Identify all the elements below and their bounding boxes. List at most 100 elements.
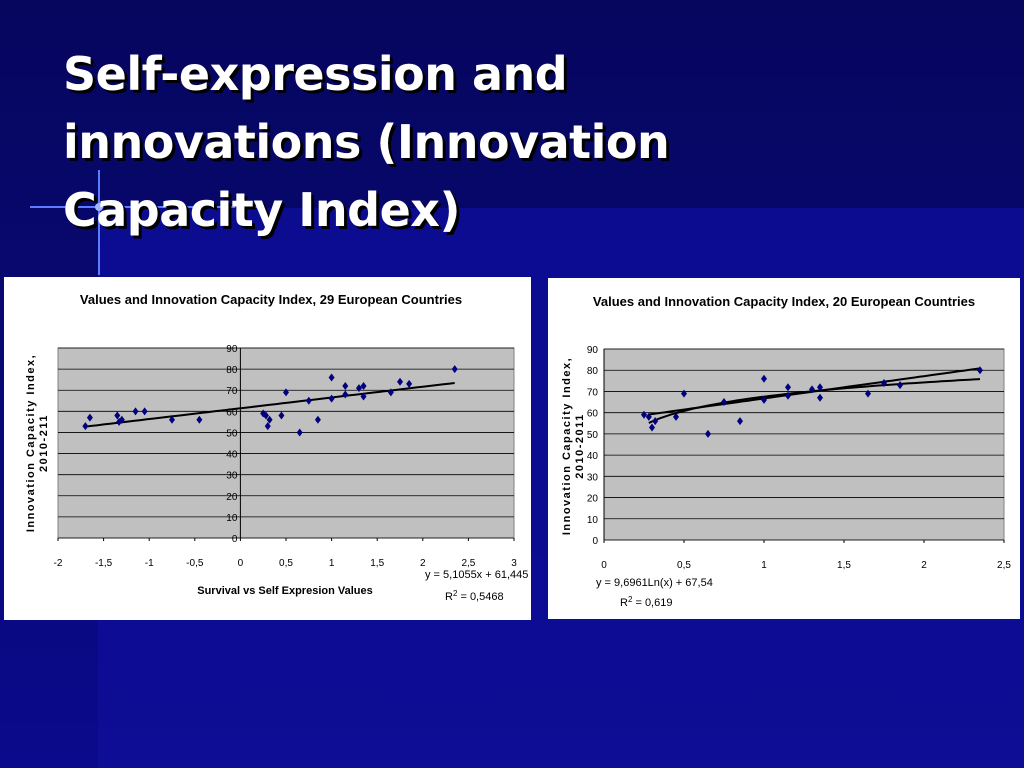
- x-tick-label: 0: [238, 558, 244, 569]
- chart-title: Values and Innovation Capacity Index, 29…: [80, 292, 462, 307]
- data-point: [809, 385, 815, 394]
- x-tick-label: 0,5: [279, 558, 293, 569]
- y-tick-label: 0: [592, 536, 598, 547]
- data-point: [278, 411, 285, 420]
- data-point: [132, 407, 139, 416]
- data-point: [360, 382, 367, 390]
- data-point: [360, 392, 367, 401]
- scatter-chart-20-countries: Values and Innovation Capacity Index, 20…: [561, 294, 1011, 609]
- y-tick-label: 80: [587, 366, 599, 377]
- data-point: [169, 415, 175, 424]
- y-tick-label: 70: [587, 387, 599, 398]
- data-point: [260, 409, 267, 418]
- title-line-1: Self-expression and: [63, 47, 568, 101]
- y-tick-label: 50: [587, 430, 599, 441]
- x-tick-label: 1: [329, 558, 335, 569]
- y-tick-label: 90: [587, 345, 599, 356]
- x-tick-label: 2,5: [997, 560, 1011, 571]
- data-point: [897, 381, 903, 390]
- x-tick-label: 1: [761, 560, 767, 571]
- data-point: [305, 396, 312, 405]
- y-tick-label: 80: [226, 365, 238, 376]
- data-point: [387, 388, 394, 397]
- chart-title: Values and Innovation Capacity Index, 20…: [593, 294, 975, 309]
- r-squared-label: R2 = 0,5468: [445, 589, 504, 603]
- y-tick-label: 10: [587, 515, 599, 526]
- data-point: [649, 423, 655, 432]
- scatter-chart-29-countries: Values and Innovation Capacity Index, 29…: [25, 292, 528, 603]
- data-point: [673, 412, 679, 421]
- data-point: [328, 373, 335, 382]
- data-point: [116, 417, 123, 426]
- data-point: [114, 411, 121, 420]
- data-point: [721, 398, 727, 407]
- data-point: [342, 382, 349, 390]
- title-line-2: innovations (Innovation: [63, 115, 670, 169]
- plot-area: [57, 347, 515, 539]
- data-point: [681, 389, 687, 398]
- data-point: [262, 411, 269, 420]
- y-tick-label: 30: [226, 471, 238, 482]
- y-axis-label: Innovation Capacity Index,: [561, 357, 573, 535]
- trendline-linear: [648, 367, 981, 416]
- data-point: [264, 422, 271, 431]
- data-point: [785, 383, 791, 392]
- data-point: [737, 417, 743, 426]
- data-point: [141, 407, 148, 416]
- slide-title: Self-expression and innovations (Innovat…: [63, 40, 823, 244]
- data-point: [406, 379, 413, 388]
- x-tick-label: -1,5: [95, 558, 113, 569]
- data-point: [283, 388, 289, 397]
- y-tick-label: 70: [226, 386, 238, 397]
- data-point: [977, 366, 983, 375]
- trend-equation: y = 9,6961Ln(x) + 67,54: [596, 577, 713, 589]
- data-point: [761, 374, 767, 383]
- data-point: [355, 384, 362, 393]
- x-axis-label: Survival vs Self Expresion Values: [197, 585, 372, 597]
- data-point: [761, 395, 767, 404]
- data-point: [328, 394, 335, 403]
- y-tick-label: 0: [232, 534, 238, 545]
- data-point: [82, 422, 89, 431]
- data-point: [342, 390, 349, 399]
- x-tick-label: 2,5: [461, 558, 475, 569]
- x-tick-label: 3: [511, 558, 517, 569]
- data-point: [86, 413, 93, 422]
- y-tick-label: 60: [226, 407, 238, 418]
- data-point: [645, 412, 652, 421]
- title-line-3: Capacity Index): [63, 183, 460, 237]
- data-point: [865, 389, 871, 398]
- bg-glow: [95, 203, 103, 211]
- data-point: [196, 415, 203, 424]
- r-squared-label: R2 = 0,619: [620, 595, 672, 609]
- x-tick-label: 0: [601, 560, 607, 571]
- x-tick-label: 0,5: [677, 560, 691, 571]
- y-tick-label: 60: [587, 409, 599, 420]
- data-point: [881, 378, 887, 387]
- x-tick-label: -0,5: [186, 558, 204, 569]
- x-tick-label: 2: [420, 558, 426, 569]
- data-point: [266, 415, 273, 424]
- y-tick-label: 30: [587, 472, 599, 483]
- trend-equation: y = 5,1055x + 61,445: [425, 569, 528, 581]
- data-point: [652, 417, 659, 426]
- data-point: [817, 383, 823, 392]
- data-point: [817, 393, 823, 402]
- y-axis-label: Innovation Capacity Index,: [25, 354, 37, 532]
- data-point: [705, 429, 711, 438]
- chart-panel-20-countries: Values and Innovation Capacity Index, 20…: [548, 278, 1020, 619]
- data-point: [397, 377, 403, 386]
- y-axis-label: 2010-2011: [574, 413, 586, 479]
- y-tick-label: 40: [587, 451, 599, 462]
- plot-area: [603, 348, 1005, 541]
- y-axis-label: 2010-211: [38, 414, 50, 472]
- data-point: [641, 410, 647, 419]
- x-tick-label: 1,5: [837, 560, 851, 571]
- data-point: [451, 365, 458, 374]
- data-point: [314, 415, 321, 424]
- chart-panel-29-countries: Values and Innovation Capacity Index, 29…: [4, 277, 531, 620]
- data-point: [785, 391, 791, 400]
- y-tick-label: 90: [226, 344, 238, 355]
- y-tick-label: 40: [226, 450, 238, 461]
- x-tick-label: -1: [145, 558, 154, 569]
